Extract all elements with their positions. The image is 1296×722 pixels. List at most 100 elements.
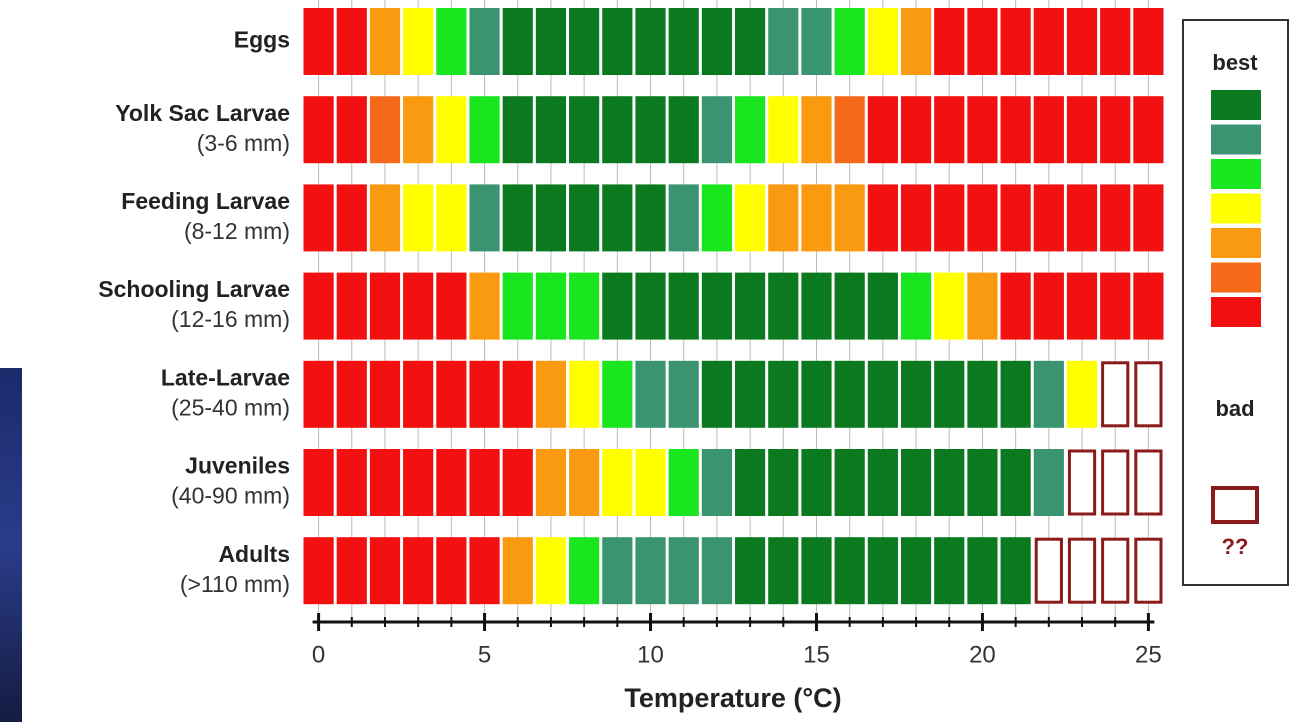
cell [1034,8,1064,75]
cell [1067,273,1097,340]
cell [1100,273,1130,340]
cell [469,8,499,75]
cell [1133,184,1163,251]
cell [569,449,599,516]
legend-swatch [1211,125,1261,155]
row-detail: (8-12 mm) [184,218,290,244]
cell [569,184,599,251]
x-tick-label: 5 [478,641,491,668]
cell [901,184,931,251]
cell [436,184,466,251]
unknown-cell [1136,451,1161,514]
cell [1034,361,1064,428]
cell [967,8,997,75]
cell [403,8,433,75]
cell [304,8,334,75]
row-label: Yolk Sac Larvae [115,100,290,126]
cell [536,184,566,251]
cell [835,449,865,516]
cell [337,96,367,163]
cell [304,537,334,604]
legend-swatch [1211,194,1261,224]
cell [436,96,466,163]
cell [635,96,665,163]
unknown-cell [1036,539,1061,602]
cell [1067,8,1097,75]
cell [370,449,400,516]
cell [702,449,732,516]
cell [602,273,632,340]
cell [337,449,367,516]
cell [702,96,732,163]
cell [768,96,798,163]
cell [602,361,632,428]
cell [967,361,997,428]
cell [436,8,466,75]
cell [1001,184,1031,251]
cell [1034,96,1064,163]
row-detail: (>110 mm) [180,571,290,597]
cell [536,8,566,75]
legend-swatch [1211,159,1261,189]
cell [934,8,964,75]
cell [1133,8,1163,75]
cell [569,273,599,340]
cell [1001,96,1031,163]
cell [669,184,699,251]
cell [1001,537,1031,604]
row-detail: (12-16 mm) [171,306,290,332]
cell [1100,96,1130,163]
cell [503,184,533,251]
cell [536,361,566,428]
cell [801,96,831,163]
row-label: Eggs [234,27,290,53]
cell [1034,273,1064,340]
cell [469,96,499,163]
cell [1001,273,1031,340]
cell [901,449,931,516]
cell [901,8,931,75]
cell [635,273,665,340]
cell [967,96,997,163]
legend-swatch [1211,228,1261,258]
cell [304,449,334,516]
cell [337,273,367,340]
cell [1133,273,1163,340]
cell [702,273,732,340]
cell [403,96,433,163]
unknown-cell [1136,539,1161,602]
cell [1034,449,1064,516]
cell [602,537,632,604]
legend-swatch [1211,297,1261,327]
cell [635,184,665,251]
cell [868,449,898,516]
cell [735,537,765,604]
cell [370,184,400,251]
cell [1067,361,1097,428]
cell [304,184,334,251]
cell [967,184,997,251]
cell [735,361,765,428]
cell [801,184,831,251]
cell [801,449,831,516]
cell [868,361,898,428]
row-label: Schooling Larvae [98,276,290,302]
unknown-cell [1069,451,1094,514]
legend-top: best [1212,50,1258,75]
chart: Temperature (°C) best bad ?? EggsYolk Sa… [0,0,1296,722]
cell [669,96,699,163]
cell [370,273,400,340]
cell [370,537,400,604]
cell [669,361,699,428]
cell [337,537,367,604]
cell [337,361,367,428]
cell [602,184,632,251]
cell [469,361,499,428]
row-detail: (25-40 mm) [171,394,290,420]
cell [702,361,732,428]
cell [602,96,632,163]
cell [503,361,533,428]
cell [801,8,831,75]
cell [967,449,997,516]
cell [569,361,599,428]
